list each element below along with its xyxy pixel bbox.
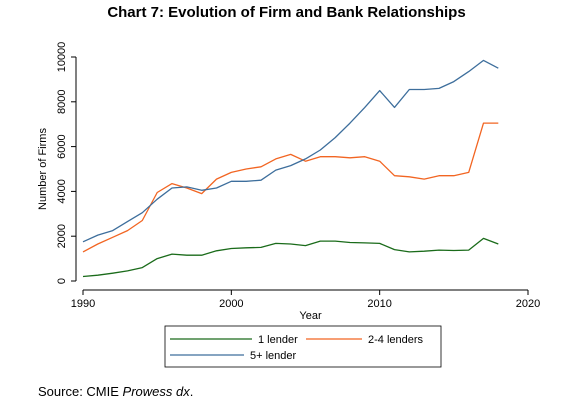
legend-label-2: 5+ lender	[250, 350, 297, 362]
x-tick-label: 2000	[219, 298, 243, 310]
series-line-2	[82, 59, 499, 243]
x-axis-title: Year	[299, 310, 322, 322]
source-prefix: Source: CMIE	[38, 384, 123, 399]
x-tick-label: 2010	[367, 298, 391, 310]
legend-box	[164, 325, 442, 368]
y-tick-label: 10000	[56, 42, 68, 73]
y-tick-label: 4000	[56, 179, 68, 203]
y-axis-title: Number of Firms	[37, 128, 49, 210]
legend-label-1: 2-4 lenders	[368, 334, 424, 346]
y-tick-label: 0	[56, 278, 68, 284]
y-tick-label: 8000	[56, 90, 68, 114]
chart-axes: 0 2000 4000 6000 8000 10000 Number of Firms 199…	[37, 42, 540, 322]
x-tick-label: 1990	[71, 298, 95, 310]
chart-title: Chart 7: Evolution of Firm and Bank Rela…	[107, 4, 466, 21]
source-italic: Prowess dx	[122, 384, 190, 399]
legend-label-0: 1 lender	[258, 334, 298, 346]
y-tick-label: 2000	[56, 224, 68, 248]
series-layer	[82, 59, 499, 278]
x-tick-label: 2020	[516, 298, 540, 310]
legend: 1 lender 2-4 lenders 5+ lender	[164, 325, 442, 368]
series-line-1	[82, 122, 499, 253]
source-note: Source: CMIE Prowess dx.	[38, 384, 193, 399]
series-line-0	[82, 237, 499, 278]
y-tick-label: 6000	[56, 134, 68, 158]
source-suffix: .	[189, 384, 194, 399]
